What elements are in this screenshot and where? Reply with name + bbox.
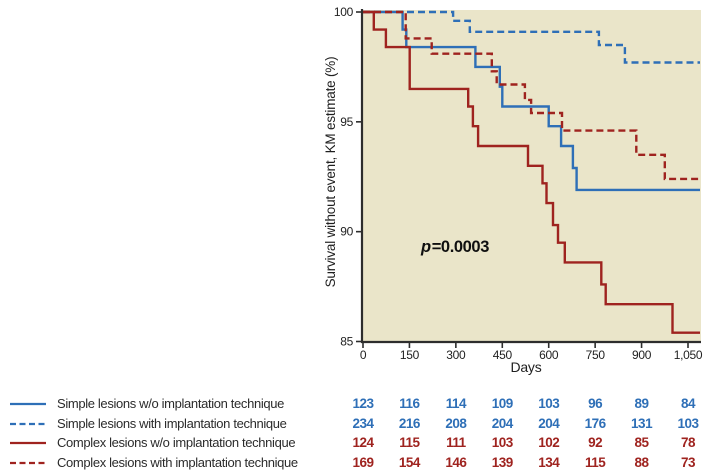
risk-count: 116 (399, 396, 420, 411)
risk-count: 154 (398, 454, 421, 470)
risk-count: 115 (585, 454, 606, 470)
legend-row: Simple lesions w/o implantation techniqu… (0, 394, 709, 414)
risk-count: 234 (352, 415, 374, 431)
y-tick-label: 100 (334, 5, 354, 19)
risk-count: 204 (538, 415, 560, 431)
risk-count: 96 (588, 396, 603, 411)
legend-label: Complex lesions w/o implantation techniq… (57, 435, 296, 450)
risk-count: 102 (538, 435, 560, 450)
y-tick-label: 85 (340, 335, 353, 349)
p-value-text: =0.0003 (431, 238, 490, 256)
legend-line-sample (10, 461, 46, 464)
legend-line-sample (10, 422, 46, 425)
risk-count: 131 (631, 415, 653, 431)
risk-count: 109 (491, 396, 514, 411)
risk-count: 85 (634, 435, 650, 450)
y-tick-label: 90 (340, 225, 353, 239)
risk-count: 176 (584, 415, 607, 431)
km-curve (363, 10, 700, 334)
x-tick-label: 1,050 (674, 348, 703, 362)
risk-count: 208 (445, 415, 467, 431)
x-tick-label: 900 (632, 348, 652, 362)
legend-label: Simple lesions w/o implantation techniqu… (57, 396, 285, 411)
risk-count: 123 (352, 396, 374, 411)
risk-count: 103 (538, 396, 560, 411)
legend-row: Complex lesions w/o implantation techniq… (0, 433, 709, 453)
risk-count: 134 (538, 454, 560, 470)
legend-line-sample (10, 402, 46, 406)
x-tick-label: 450 (493, 348, 513, 362)
risk-count: 204 (491, 415, 514, 431)
legend-label: Complex lesions with implantation techni… (57, 454, 298, 470)
risk-count: 111 (446, 435, 466, 450)
risk-count: 115 (399, 435, 420, 450)
p-symbol: p (421, 238, 431, 256)
x-axis-title: Days (510, 359, 542, 375)
risk-count: 114 (445, 396, 467, 411)
legend-row: Complex lesions with implantation techni… (0, 453, 709, 472)
x-tick-label: 150 (400, 348, 420, 362)
risk-count: 103 (677, 415, 699, 431)
km-curve (363, 10, 700, 64)
p-value-annotation: p=0.0003 (421, 238, 489, 257)
risk-count: 139 (491, 454, 514, 470)
risk-count: 124 (352, 435, 374, 450)
risk-count: 73 (680, 454, 696, 470)
legend-label: Simple lesions with implantation techniq… (57, 415, 287, 431)
risk-count: 216 (398, 415, 421, 431)
y-tick-label: 95 (340, 115, 353, 129)
x-tick-label: 750 (586, 348, 606, 362)
km-survival-chart: 0 150 300 450 600 750 900 1,050 85 90 95 100 (334, 5, 703, 362)
risk-count: 146 (445, 454, 467, 470)
legend-risk-table: Simple lesions w/o implantation techniqu… (0, 394, 709, 472)
risk-count: 103 (491, 435, 514, 450)
x-tick-label: 0 (360, 348, 367, 362)
risk-count: 89 (634, 396, 650, 411)
risk-count: 84 (680, 396, 696, 411)
plot-area (362, 10, 701, 342)
legend-row: Simple lesions with implantation techniq… (0, 414, 709, 434)
x-tick-label: 300 (446, 348, 466, 362)
x-tick-label: 600 (539, 348, 559, 362)
risk-count: 78 (680, 435, 696, 450)
legend-line-sample (10, 441, 46, 445)
risk-count: 92 (588, 435, 603, 450)
risk-count: 169 (352, 454, 374, 470)
km-curve (363, 10, 700, 181)
risk-count: 88 (634, 454, 650, 470)
y-axis-title: Survival without event, KM estimate (%) (323, 56, 338, 288)
